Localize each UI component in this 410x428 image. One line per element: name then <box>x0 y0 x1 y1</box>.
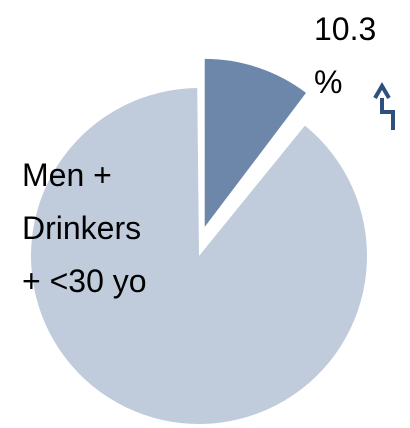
main-slice-label-line-1: Men + <box>22 157 112 193</box>
arrow-icon <box>373 82 395 130</box>
small-slice-value-label: 10.3 <box>314 11 376 47</box>
pie-slice-main <box>30 88 367 425</box>
small-slice-percent-label: % <box>314 64 342 100</box>
arrow-shaft <box>380 98 395 130</box>
main-slice-label: Men + Drinkers + <30 yo <box>22 157 150 299</box>
pie-slices <box>30 58 367 425</box>
main-slice-label-line-3: + <30 yo <box>22 263 147 299</box>
arrow-head <box>373 82 391 100</box>
pie-slice-small <box>204 58 307 227</box>
main-slice-label-line-2: Drinkers <box>22 210 141 246</box>
small-slice-label: 10.3 % <box>314 11 385 100</box>
